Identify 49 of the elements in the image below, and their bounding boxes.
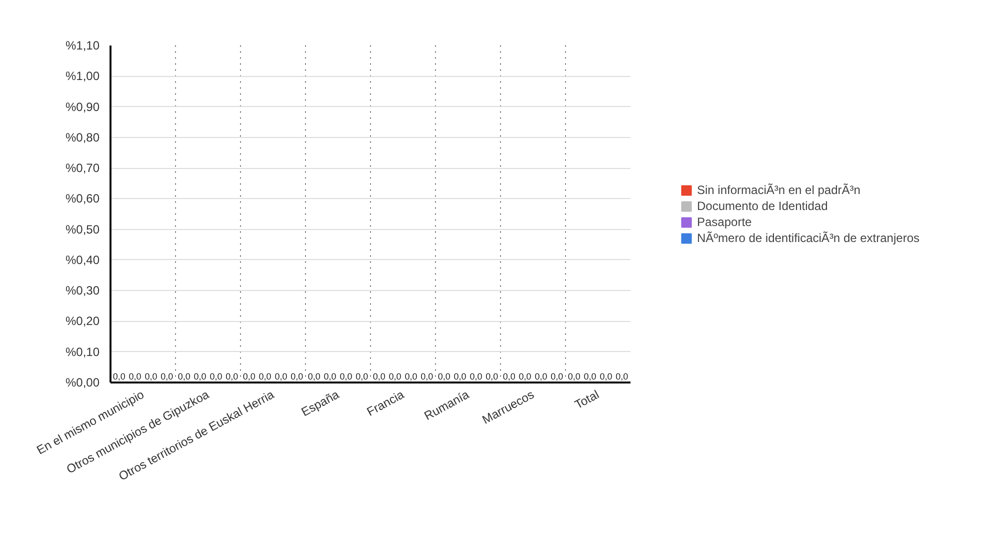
x-tick-label: Total bbox=[572, 387, 602, 412]
y-tick-label: %0,20 bbox=[65, 314, 100, 328]
legend-label: Sin informaciÃ³n en el padrÃ³n bbox=[697, 182, 860, 196]
y-tick-label: %0,10 bbox=[65, 344, 100, 359]
data-label: 0,0 bbox=[128, 372, 142, 382]
data-label: 0,0 bbox=[584, 372, 596, 382]
data-label: 0,0 bbox=[550, 372, 564, 382]
data-label: 0,0 bbox=[178, 372, 190, 382]
y-tick-label: %0,80 bbox=[65, 130, 100, 144]
data-label: 0,0 bbox=[420, 372, 434, 382]
y-tick-label: %0,90 bbox=[65, 100, 100, 114]
data-label: 0,0 bbox=[324, 372, 336, 382]
y-tick-label: %0,00 bbox=[65, 376, 100, 390]
y-tick-label: %0,70 bbox=[65, 161, 100, 176]
data-label: 0,0 bbox=[112, 372, 126, 382]
data-label: 0,0 bbox=[518, 372, 532, 382]
data-label: 0,0 bbox=[534, 372, 548, 382]
data-label: 0,0 bbox=[160, 372, 174, 382]
y-tick-label: %1,00 bbox=[65, 69, 100, 84]
y-tick-label: %1,10 bbox=[65, 38, 100, 52]
data-label: 0,0 bbox=[568, 372, 580, 382]
data-label: 0,0 bbox=[372, 372, 386, 382]
data-label: 0,0 bbox=[600, 372, 612, 382]
y-tick-label: %0,60 bbox=[65, 192, 100, 206]
data-label: 0,0 bbox=[388, 372, 402, 382]
data-label: 0,0 bbox=[210, 372, 222, 382]
data-label: 0,0 bbox=[470, 372, 482, 382]
data-label: 0,0 bbox=[194, 372, 206, 382]
data-label: 0,0 bbox=[502, 372, 516, 382]
data-label: 0,0 bbox=[356, 372, 368, 382]
data-label: 0,0 bbox=[454, 372, 466, 382]
data-label: 0,0 bbox=[258, 372, 272, 382]
data-label: 0,0 bbox=[616, 372, 628, 382]
data-label: 0,0 bbox=[340, 372, 352, 382]
y-tick-label: %0,50 bbox=[65, 222, 100, 236]
data-label: 0,0 bbox=[308, 372, 320, 382]
data-label: 0,0 bbox=[274, 372, 288, 382]
data-label: 0,0 bbox=[438, 372, 450, 382]
legend-label: Documento de Identidad bbox=[697, 198, 828, 212]
data-label: 0,0 bbox=[242, 372, 256, 382]
data-label: 0,0 bbox=[486, 372, 498, 382]
legend-label: NÃºmero de identificaciÃ³n de extranjeros bbox=[697, 230, 920, 244]
legend-label: Pasaporte bbox=[697, 214, 752, 228]
data-label: 0,0 bbox=[144, 372, 158, 382]
data-label: 0,0 bbox=[404, 372, 418, 382]
y-tick-label: %0,40 bbox=[65, 252, 100, 267]
data-label: 0,0 bbox=[226, 372, 238, 382]
y-tick-label: %0,30 bbox=[65, 284, 100, 298]
data-label: 0,0 bbox=[290, 372, 304, 382]
